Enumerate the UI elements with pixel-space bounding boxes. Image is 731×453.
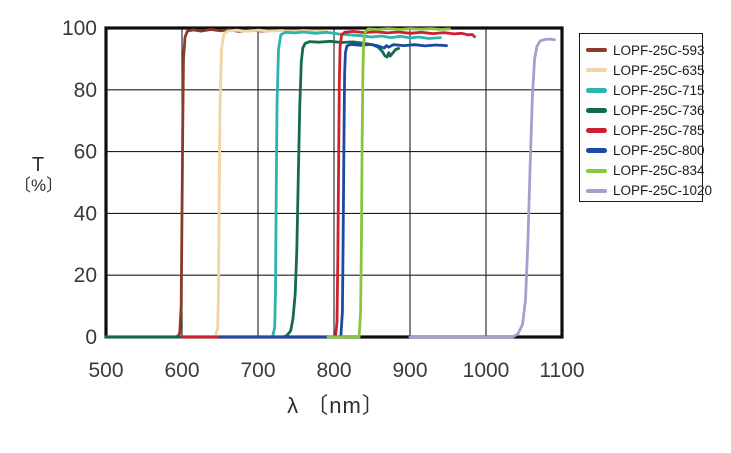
legend-item: LOPF-25C-715 (586, 81, 705, 100)
legend-item: LOPF-25C-800 (586, 141, 705, 160)
series-line-LOPF-25C-800 (218, 43, 448, 339)
legend-item-label: LOPF-25C-800 (613, 143, 705, 159)
legend-color-swatch-icon (586, 88, 607, 93)
x-tick-label: 500 (88, 359, 123, 382)
legend-item-label: LOPF-25C-1020 (613, 183, 713, 199)
x-axis-title: λ 〔nm〕 (287, 393, 385, 418)
x-tick-label: 1000 (463, 359, 510, 382)
legend-item: LOPF-25C-785 (586, 121, 705, 140)
y-tick-label: 20 (74, 264, 97, 287)
series-line-LOPF-25C-736 (104, 39, 401, 339)
x-tick-label: 700 (240, 359, 275, 382)
legend-color-swatch-icon (586, 128, 607, 133)
y-tick-label: 100 (62, 17, 97, 40)
legend-item: LOPF-25C-834 (586, 161, 705, 180)
series-line-LOPF-25C-785 (180, 29, 477, 339)
y-tick-label: 60 (74, 141, 97, 164)
legend-item: LOPF-25C-635 (586, 61, 705, 80)
series-line-LOPF-25C-1020 (408, 37, 556, 339)
legend-item: LOPF-25C-1020 (586, 181, 712, 200)
series-line-LOPF-25C-834 (326, 27, 451, 339)
y-axis-title: T 〔%〕 (14, 154, 64, 196)
y-tick-label: 40 (74, 202, 97, 225)
y-tick-label: 0 (85, 326, 97, 349)
series-line-LOPF-25C-715 (104, 30, 442, 339)
x-tick-label: 800 (316, 359, 351, 382)
series-line-LOPF-25C-635 (104, 28, 328, 339)
legend-item-label: LOPF-25C-785 (613, 123, 705, 139)
legend-item-label: LOPF-25C-635 (613, 62, 705, 78)
legend-color-swatch-icon (586, 168, 607, 174)
x-tick-label: 1100 (539, 359, 584, 382)
legend-item: LOPF-25C-736 (586, 101, 705, 120)
legend-color-swatch-icon (586, 108, 607, 113)
legend-item-label: LOPF-25C-736 (613, 102, 705, 118)
y-axis-title-unit: 〔%〕 (14, 176, 64, 195)
legend-item-label: LOPF-25C-593 (613, 42, 705, 58)
legend-color-swatch-icon (586, 47, 607, 53)
legend-item-label: LOPF-25C-834 (613, 163, 705, 179)
y-axis-title-symbol: T (31, 154, 45, 176)
x-tick-label: 900 (392, 359, 427, 382)
legend-color-swatch-icon (586, 188, 607, 194)
y-tick-label: 80 (74, 79, 97, 102)
chart-legend: LOPF-25C-593 LOPF-25C-635 LOPF-25C-715 LOPF… (579, 33, 712, 202)
legend-item: LOPF-25C-593 (586, 41, 705, 60)
legend-color-swatch-icon (586, 67, 607, 73)
legend-color-swatch-icon (586, 148, 607, 153)
x-tick-label: 600 (164, 359, 199, 382)
series-line-LOPF-25C-593 (104, 28, 275, 339)
legend-item-label: LOPF-25C-715 (613, 82, 705, 98)
